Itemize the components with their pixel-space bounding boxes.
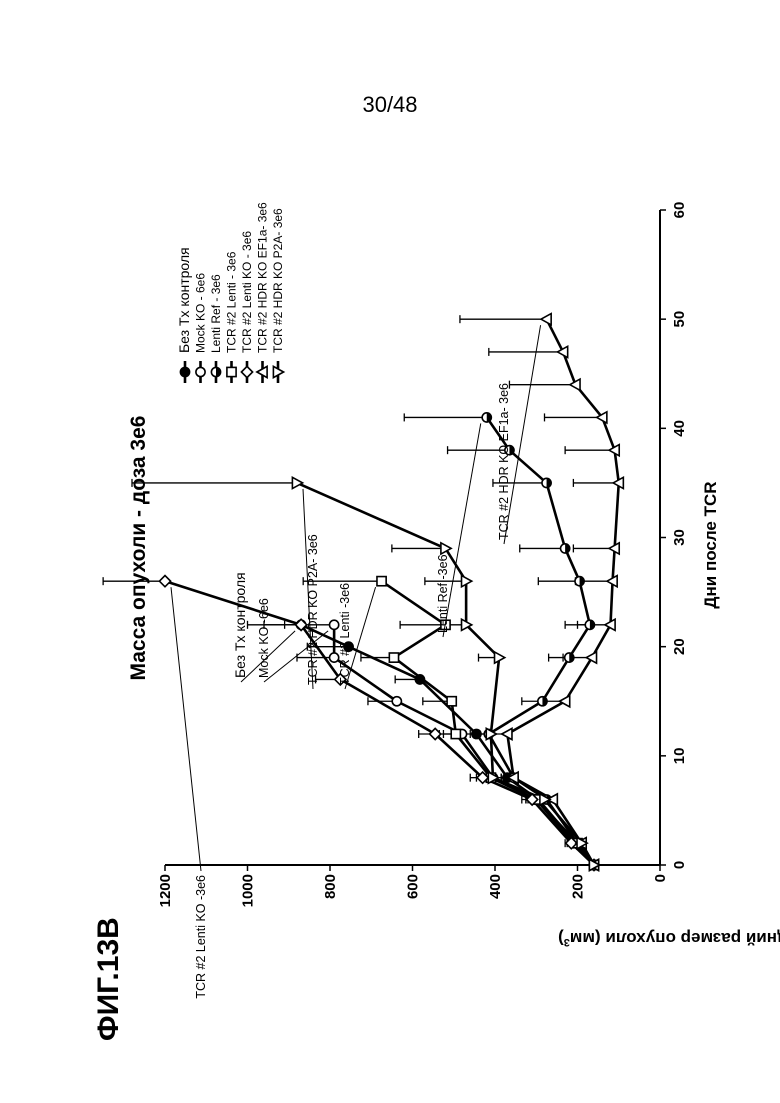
legend-marker — [180, 367, 189, 376]
legend-item-tcr-2-hdr-ko-p2a-3e6: TCR #2 HDR KO P2A- 3e6 — [271, 208, 285, 383]
x-tick-label: 10 — [671, 747, 688, 764]
data-point-tcr-2-hdr-ko-ef1a-3e6 — [586, 652, 596, 663]
annotation-без-tx-контроля: Без Tx контроля — [232, 572, 248, 678]
x-tick-label: 20 — [671, 638, 688, 655]
legend-label: TCR #2 HDR KO EF1a- 3e6 — [256, 202, 270, 353]
x-tick-label: 40 — [671, 420, 688, 437]
y-tick-label: 400 — [487, 874, 504, 899]
annotation-tcr-2-lenti-ko-3e6: TCR #2 Lenti KO -3e6 — [194, 875, 208, 999]
x-tick-label: 60 — [671, 202, 688, 219]
data-point-без-tx-контроля — [472, 729, 481, 738]
x-tick-label: 50 — [671, 311, 688, 328]
legend-label: Lenti Ref - 3e6 — [209, 274, 223, 353]
legend-label: Mock KO - 6e6 — [194, 273, 208, 353]
data-point-lenti-ref-3e6 — [538, 697, 547, 706]
legend-item-без-tx-контроля: Без Tx контроля — [176, 247, 192, 383]
chart-title: Масса опухоли - доза 3e6 — [127, 416, 150, 681]
legend-marker — [227, 367, 236, 376]
series-line-tcr-2-hdr-ko-ef1a-3e6 — [507, 319, 618, 865]
data-point-tcr-2-hdr-ko-ef1a-3e6 — [557, 346, 567, 357]
x-tick-label: 0 — [671, 861, 688, 869]
y-tick-label: 0 — [652, 874, 669, 882]
annotation-lenti-ref-3e6: Lenti Ref -3e6 — [436, 554, 450, 633]
y-axis-label: Средний размер опухоли (мм3) — [558, 929, 780, 948]
annotation-mock-ko-6e6: Mock KO -6e6 — [257, 598, 271, 678]
annotation-tcr-2-hdr-ko-p2a-3e6: TCR #2 HDR KO P2A- 3e6 — [306, 534, 320, 685]
data-point-tcr-2-lenti-ko-3e6 — [159, 576, 170, 587]
data-point-tcr-2-hdr-ko-p2a-3e6 — [441, 543, 451, 554]
legend-item-tcr-2-hdr-ko-ef1a-3e6: TCR #2 HDR KO EF1a- 3e6 — [256, 202, 270, 383]
annotation-leader — [443, 423, 481, 637]
y-tick-label: 200 — [570, 874, 587, 899]
y-tick-label: 800 — [322, 874, 339, 899]
data-point-tcr-2-hdr-ko-ef1a-3e6 — [541, 314, 551, 325]
data-point-tcr-2-lenti-3e6 — [447, 697, 456, 706]
x-axis-label: Дни после TCR — [701, 481, 720, 608]
y-tick-label: 600 — [405, 874, 422, 899]
data-point-lenti-ref-3e6 — [565, 653, 574, 662]
legend-label: TCR #2 HDR KO P2A- 3e6 — [271, 208, 285, 353]
legend-label: Без Tx контроля — [176, 247, 192, 353]
legend-label: TCR #2 Lenti KO - 3e6 — [240, 231, 254, 353]
data-point-lenti-ref-3e6 — [482, 413, 491, 422]
y-tick-label: 1200 — [157, 874, 174, 907]
data-point-lenti-ref-3e6 — [542, 478, 551, 487]
legend-marker — [211, 367, 220, 376]
data-point-mock-ko-6e6 — [392, 697, 401, 706]
data-point-tcr-2-hdr-ko-ef1a-3e6 — [560, 696, 570, 707]
annotations: TCR #2 Lenti KO -3e6 Без Tx контроля Mock … — [171, 325, 541, 999]
legend-item-mock-ko-6e6: Mock KO - 6e6 — [194, 273, 208, 383]
x-tick-label: 30 — [671, 529, 688, 546]
data-point-tcr-2-lenti-3e6 — [377, 577, 386, 586]
data-point-lenti-ref-3e6 — [561, 544, 570, 553]
data-point-tcr-2-lenti-3e6 — [451, 729, 460, 738]
data-point-без-tx-контроля — [415, 675, 424, 684]
series-line-tcr-2-lenti-ko-3e6 — [165, 581, 594, 865]
figure-label: ФИГ.13B — [92, 917, 125, 1041]
data-point-tcr-2-lenti-3e6 — [389, 653, 398, 662]
legend-item-lenti-ref-3e6: Lenti Ref - 3e6 — [209, 274, 223, 383]
legend: Без Tx контроляMock KO - 6e6Lenti Ref - … — [176, 202, 285, 383]
legend-item-tcr-2-lenti-ko-3e6: TCR #2 Lenti KO - 3e6 — [240, 231, 254, 383]
y-tick-label: 1000 — [240, 874, 257, 907]
data-markers — [159, 314, 623, 871]
legend-marker — [241, 366, 252, 377]
annotation-leader — [171, 587, 201, 871]
error-bars — [103, 315, 619, 869]
data-point-lenti-ref-3e6 — [575, 577, 584, 586]
annotation-tcr-2-lenti-3e6: TCR #2 Lenti -3e6 — [338, 583, 352, 685]
legend-label: TCR #2 Lenti - 3e6 — [225, 251, 239, 353]
data-point-lenti-ref-3e6 — [585, 620, 594, 629]
legend-item-tcr-2-lenti-3e6: TCR #2 Lenti - 3e6 — [225, 251, 239, 383]
data-point-tcr-2-hdr-ko-p2a-3e6 — [292, 477, 302, 488]
legend-marker — [196, 367, 205, 376]
